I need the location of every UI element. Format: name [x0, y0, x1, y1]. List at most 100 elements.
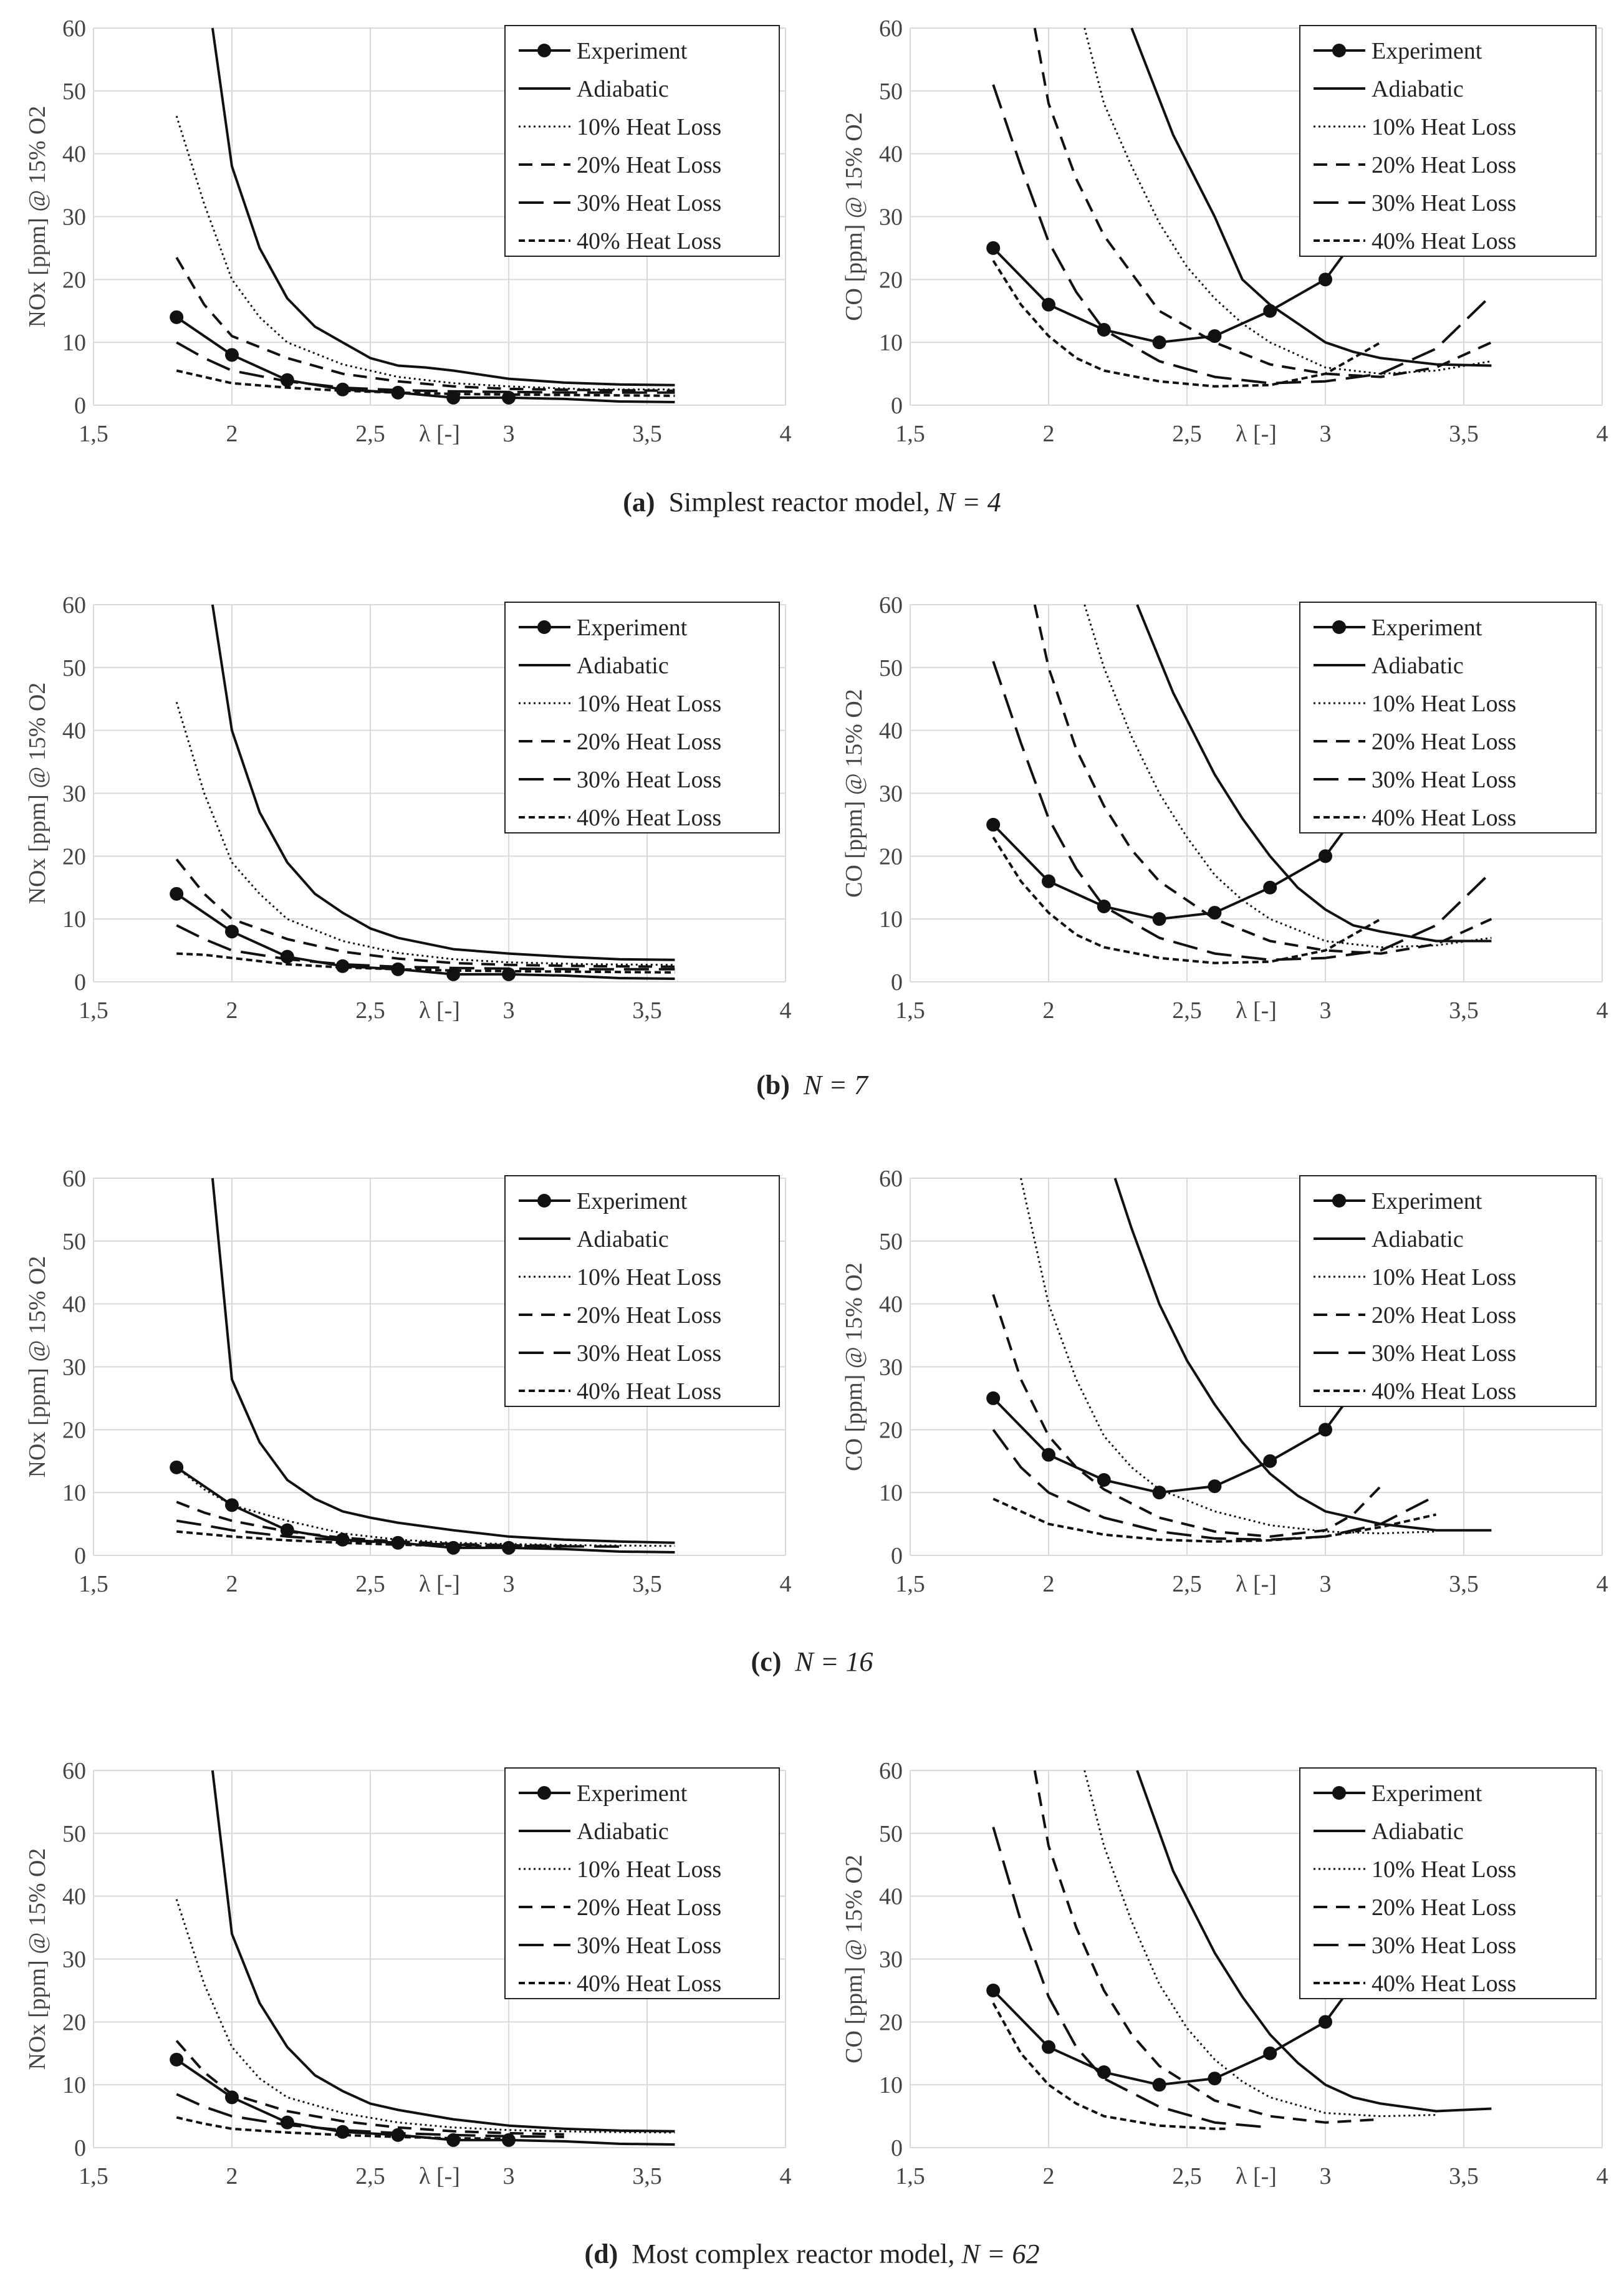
x-tick-label: 3,5	[632, 1571, 662, 1597]
experiment-marker	[986, 817, 1001, 832]
legend-label: 30% Heat Loss	[577, 1340, 721, 1366]
y-tick-label: 0	[74, 2135, 86, 2161]
series-line-30-heat-loss	[176, 2093, 564, 2138]
legend-box	[1299, 1175, 1597, 1407]
experiment-marker	[1042, 297, 1055, 312]
y-tick-label: 40	[62, 1884, 86, 1910]
experiment-marker	[335, 959, 350, 973]
series-line-adiabatic	[1136, 604, 1492, 943]
series-line-experiment	[992, 817, 1355, 921]
legend-box	[1299, 1767, 1597, 1999]
legend-label: 20% Heat Loss	[1372, 152, 1516, 178]
series-line-adiabatic	[211, 1178, 675, 1544]
experiment-marker	[1152, 1486, 1166, 1500]
x-axis-label: λ [-]	[419, 1571, 460, 1597]
legend-box	[504, 602, 780, 833]
series-line-10-heat-loss	[175, 1899, 675, 2134]
x-tick-label: 2,5	[355, 421, 385, 447]
experiment-marker	[335, 382, 350, 396]
series-line-30-heat-loss	[992, 1827, 1271, 2129]
y-tick-label: 20	[879, 1417, 903, 1443]
series-line-experiment	[992, 1391, 1355, 1494]
x-tick-label: 3	[1320, 997, 1332, 1024]
series-line-adiabatic	[1136, 1770, 1492, 2113]
y-tick-label: 30	[62, 204, 86, 231]
series-line-40-heat-loss	[176, 2116, 509, 2140]
experiment-marker	[225, 1498, 239, 1512]
x-tick-label: 2	[226, 421, 238, 447]
x-axis-label: λ [-]	[1236, 421, 1277, 447]
legend-marker	[1332, 1786, 1346, 1800]
experiment-marker	[1319, 272, 1332, 287]
y-tick-label: 20	[879, 843, 903, 870]
x-tick-label: 4	[1597, 1571, 1608, 1597]
x-tick-label: 1,5	[79, 2163, 108, 2189]
y-tick-label: 0	[891, 969, 903, 996]
legend-label: 20% Heat Loss	[1372, 1302, 1516, 1328]
experiment-marker	[1042, 1448, 1055, 1462]
chart-d-co: 0 10 20 30 40 50 60 1,5 2 2,5 3 3,5 4 λ [-] CO [ppm] @…	[841, 1758, 1608, 2189]
x-tick-label: 3,5	[1449, 2163, 1479, 2189]
series-line-adiabatic	[1130, 27, 1492, 367]
legend-marker	[1332, 44, 1346, 57]
x-tick-label: 3,5	[632, 421, 662, 447]
series-line-40-heat-loss	[176, 952, 675, 974]
y-tick-label: 30	[879, 781, 903, 807]
experiment-marker	[1208, 2072, 1222, 2086]
series-line-30-heat-loss	[176, 341, 675, 394]
y-tick-label: 60	[62, 16, 86, 42]
legend-label: Adiabatic	[1372, 76, 1464, 102]
experiment-marker	[170, 886, 184, 901]
y-tick-label: 0	[74, 393, 86, 419]
x-tick-label: 2,5	[355, 1571, 385, 1597]
y-tick-label: 60	[879, 1166, 903, 1192]
legend-label: 30% Heat Loss	[577, 190, 721, 216]
experiment-marker	[1263, 880, 1277, 895]
x-tick-label: 3	[503, 2163, 515, 2189]
x-tick-label: 3	[1320, 2163, 1332, 2189]
chart-c-co: 0 10 20 30 40 50 60 1,5 2 2,5 3 3,5 4 λ [-] CO [ppm] @…	[841, 1166, 1608, 1597]
legend-label: 10% Heat Loss	[1372, 114, 1516, 140]
y-axis-label: CO [ppm] @ 15% O2	[841, 1855, 867, 2063]
legend-label: 20% Heat Loss	[577, 729, 721, 755]
series-line-40-heat-loss	[992, 1497, 1437, 1543]
y-tick-label: 30	[62, 781, 86, 807]
series-line-20-heat-loss	[175, 256, 675, 392]
legend-label: Adiabatic	[577, 1818, 669, 1845]
y-tick-label: 20	[879, 267, 903, 293]
legend-box	[504, 1175, 780, 1407]
caption-math: N = 7	[803, 1070, 868, 1100]
caption-math: N = 4	[936, 487, 1001, 517]
x-tick-label: 3,5	[1449, 421, 1479, 447]
chart-b-co: 0 10 20 30 40 50 60 1,5 2 2,5 3 3,5 4 λ [-] CO [ppm] @…	[841, 592, 1608, 1024]
x-tick-label: 4	[780, 997, 792, 1024]
legend-label: 30% Heat Loss	[1372, 190, 1516, 216]
series-line-10-heat-loss	[1083, 1770, 1436, 2118]
x-tick-label: 2,5	[1172, 2163, 1202, 2189]
legend-label: Experiment	[577, 38, 688, 64]
y-tick-label: 10	[62, 2072, 86, 2098]
series-line-10-heat-loss	[175, 701, 675, 966]
legend-label: 10% Heat Loss	[577, 114, 721, 140]
experiment-marker	[225, 348, 239, 362]
legend-label: Experiment	[577, 1188, 688, 1214]
legend-marker	[537, 1786, 551, 1800]
x-tick-label: 2,5	[1172, 997, 1202, 1024]
legend-label: Adiabatic	[1372, 653, 1464, 679]
caption-b: (b) N = 7	[0, 1069, 1624, 1101]
series-line-20-heat-loss	[175, 858, 675, 968]
chart-c-nox: 0 10 20 30 40 50 60 1,5 2 2,5 3 3,5 4 λ [-] NOx [ppm] …	[24, 1166, 792, 1597]
y-tick-label: 0	[891, 2135, 903, 2161]
x-tick-label: 2	[226, 1571, 238, 1597]
y-tick-label: 0	[74, 1543, 86, 1569]
experiment-marker	[1152, 912, 1166, 926]
series-line-10-heat-loss	[175, 115, 675, 391]
caption-math: N = 62	[961, 2239, 1040, 2269]
legend-label: 40% Heat Loss	[1372, 805, 1516, 831]
y-tick-label: 60	[62, 592, 86, 618]
y-tick-label: 40	[879, 1292, 903, 1318]
series-line-experiment	[176, 316, 675, 403]
x-tick-label: 2	[226, 2163, 238, 2189]
x-tick-label: 4	[1597, 421, 1608, 447]
